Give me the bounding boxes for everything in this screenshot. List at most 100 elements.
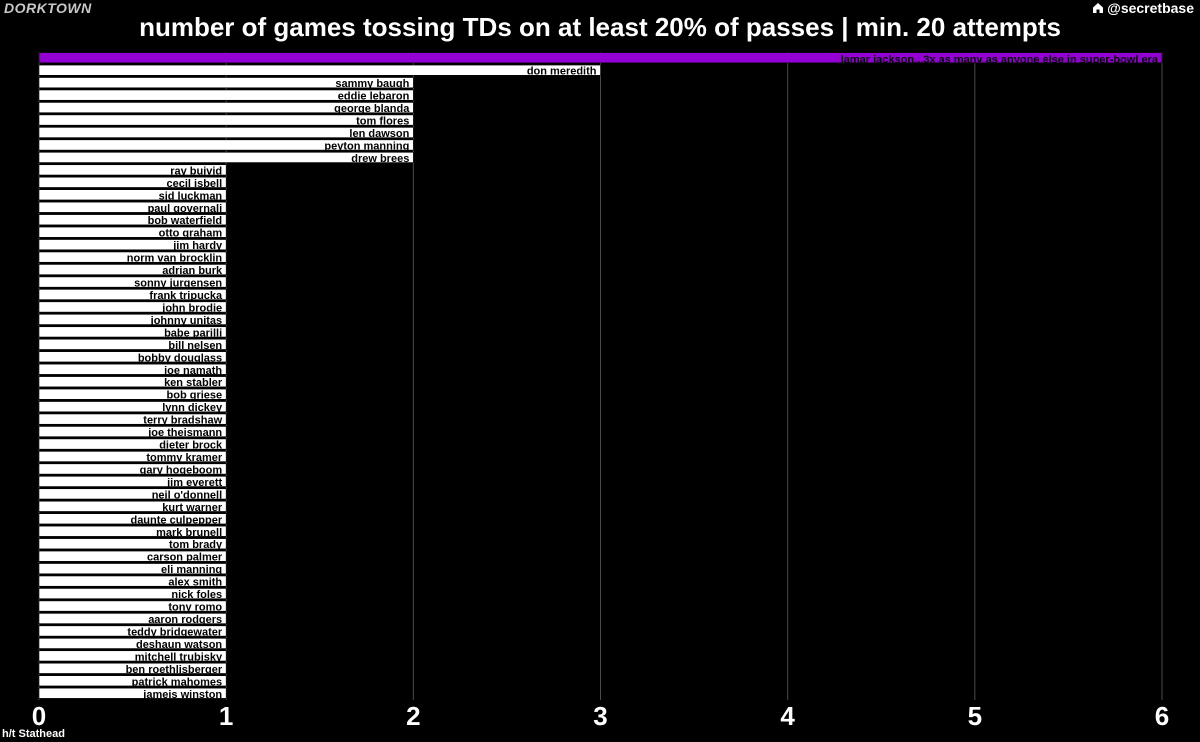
bar-37 bbox=[38, 513, 227, 525]
bar-23 bbox=[38, 338, 227, 350]
bar-11 bbox=[38, 189, 227, 201]
bar-label-13: bob waterfield bbox=[148, 215, 223, 227]
bar-label-29: terry bradshaw bbox=[143, 415, 222, 427]
bar-26 bbox=[38, 376, 227, 388]
bar-50 bbox=[38, 675, 227, 687]
bar-label-6: len dawson bbox=[349, 128, 409, 140]
bar-39 bbox=[38, 538, 227, 550]
bar-label-15: jim hardy bbox=[172, 240, 223, 252]
bar-label-31: dieter brock bbox=[159, 440, 223, 452]
bar-labels: lamar jackson...3x as many as anyone els… bbox=[126, 54, 1159, 701]
source-caption: h/t Stathead bbox=[2, 728, 65, 740]
bar-label-22: babe parilli bbox=[164, 327, 222, 339]
bar-label-23: bill nelsen bbox=[168, 340, 222, 352]
bar-label-21: johnny unitas bbox=[150, 315, 223, 327]
bar-label-28: lynn dickey bbox=[162, 402, 223, 414]
bar-label-14: otto graham bbox=[159, 228, 223, 240]
x-tick-label-6: 6 bbox=[1155, 701, 1169, 731]
bar-4 bbox=[38, 102, 414, 114]
bar-label-24: bobby douglass bbox=[138, 352, 222, 364]
bar-32 bbox=[38, 451, 227, 462]
bar-9 bbox=[38, 164, 227, 176]
bar-22 bbox=[38, 326, 227, 338]
bar-label-5: tom flores bbox=[356, 116, 409, 128]
x-tick-label-0: 0 bbox=[32, 701, 46, 731]
bar-12 bbox=[38, 201, 227, 213]
bar-25 bbox=[38, 363, 227, 375]
bar-45 bbox=[38, 613, 227, 624]
bar-16 bbox=[38, 251, 227, 263]
bar-13 bbox=[38, 214, 227, 226]
x-axis-ticks: 0 1 2 3 4 5 6 bbox=[32, 701, 1169, 731]
bar-label-18: sonny jurgensen bbox=[134, 278, 222, 290]
bar-5 bbox=[38, 114, 414, 126]
chart-title: number of games tossing TDs on at least … bbox=[139, 12, 1061, 42]
bar-label-0: lamar jackson...3x as many as anyone els… bbox=[841, 54, 1159, 66]
bar-20 bbox=[38, 301, 227, 313]
bar-label-7: peyton manning bbox=[324, 140, 409, 152]
bar-0 bbox=[38, 52, 1163, 64]
bar-42 bbox=[38, 575, 227, 587]
bar-label-51: jameis winston bbox=[142, 689, 222, 701]
bar-40 bbox=[38, 550, 227, 562]
bar-label-9: ray buivid bbox=[170, 165, 222, 177]
bar-47 bbox=[38, 637, 227, 649]
bar-label-33: gary hogeboom bbox=[140, 464, 223, 476]
bar-label-36: kurt warner bbox=[162, 502, 223, 514]
x-tick-label-4: 4 bbox=[780, 701, 795, 731]
bar-label-20: john brodie bbox=[161, 302, 222, 314]
bar-18 bbox=[38, 276, 227, 288]
bar-label-2: sammy baugh bbox=[335, 78, 409, 90]
bar-label-38: mark brunell bbox=[156, 527, 222, 539]
bar-15 bbox=[38, 239, 227, 251]
bar-label-17: adrian burk bbox=[162, 265, 223, 277]
bar-label-48: mitchell trubisky bbox=[135, 651, 223, 663]
bar-17 bbox=[38, 264, 227, 276]
bar-label-50: patrick mahomes bbox=[132, 676, 222, 688]
bar-label-16: norm van brocklin bbox=[127, 253, 223, 265]
x-tick-label-5: 5 bbox=[968, 701, 982, 731]
bar-label-11: sid luckman bbox=[159, 190, 223, 202]
bar-6 bbox=[38, 127, 414, 138]
bar-label-39: tom brady bbox=[169, 539, 223, 551]
bar-21 bbox=[38, 313, 227, 325]
bar-34 bbox=[38, 475, 227, 487]
bar-41 bbox=[38, 563, 227, 575]
bar-label-1: don meredith bbox=[527, 66, 597, 78]
bars bbox=[38, 52, 1163, 699]
social-handle: @secretbase bbox=[1092, 0, 1194, 16]
bar-label-47: deshaun watson bbox=[136, 639, 222, 651]
bar-44 bbox=[38, 600, 227, 612]
bar-24 bbox=[38, 351, 227, 363]
bar-label-3: eddie lebaron bbox=[338, 91, 410, 103]
bar-label-4: george blanda bbox=[334, 103, 410, 115]
bar-label-12: paul governali bbox=[148, 203, 223, 215]
bar-label-32: tommy kramer bbox=[146, 452, 223, 464]
x-tick-label-1: 1 bbox=[219, 701, 233, 731]
bar-label-44: tony romo bbox=[168, 602, 222, 614]
bar-43 bbox=[38, 588, 227, 600]
bar-label-45: aaron rodgers bbox=[148, 614, 222, 626]
home-icon bbox=[1093, 3, 1104, 13]
bar-label-8: drew brees bbox=[351, 153, 409, 165]
bar-label-40: carson palmer bbox=[147, 552, 223, 564]
bar-label-10: cecil isbell bbox=[167, 178, 223, 190]
bar-3 bbox=[38, 89, 414, 101]
bar-48 bbox=[38, 650, 227, 662]
bar-8 bbox=[38, 151, 414, 163]
handle-text: @secretbase bbox=[1107, 0, 1194, 16]
bar-label-19: frank tripucka bbox=[149, 290, 223, 302]
bar-label-43: nick foles bbox=[171, 589, 222, 601]
bar-label-37: daunte culpepper bbox=[130, 514, 222, 526]
bar-2 bbox=[38, 77, 414, 89]
bar-38 bbox=[38, 525, 227, 537]
bar-29 bbox=[38, 413, 227, 425]
bar-14 bbox=[38, 226, 227, 238]
bar-label-46: teddy bridgewater bbox=[127, 626, 222, 638]
bar-label-35: neil o'donnell bbox=[152, 489, 222, 501]
bar-49 bbox=[38, 662, 227, 674]
bar-label-42: alex smith bbox=[168, 577, 222, 589]
bar-10 bbox=[38, 176, 227, 188]
bar-label-27: bob griese bbox=[167, 390, 223, 402]
bar-label-41: eli manning bbox=[161, 564, 222, 576]
